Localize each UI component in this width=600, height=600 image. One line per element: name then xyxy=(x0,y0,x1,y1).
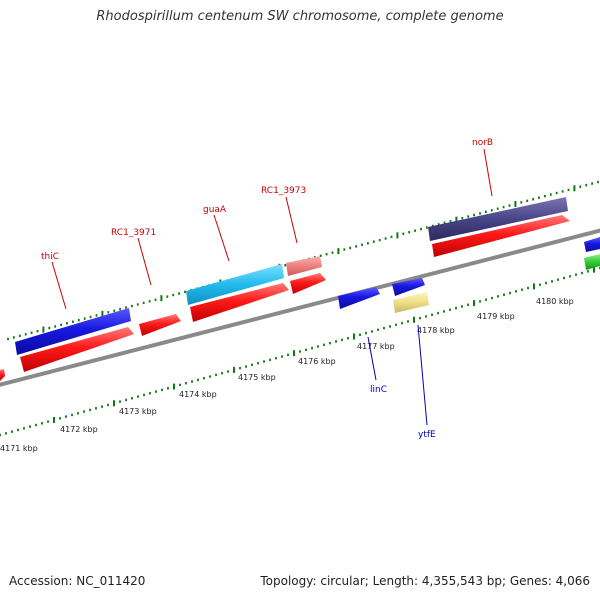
label-leaders-top xyxy=(51,148,493,310)
gene-labels: thiC RC1_3971 guaA RC1_3973 norB linC yt… xyxy=(41,138,493,440)
gene-guaA[interactable] xyxy=(186,264,284,305)
gene-label-RC1_3973[interactable]: RC1_3973 xyxy=(261,186,306,196)
kbp-label: 4177 kbp xyxy=(357,342,395,351)
lower-tick-track xyxy=(0,266,600,437)
cds-arrow[interactable] xyxy=(139,314,181,336)
kbp-label: 4173 kbp xyxy=(119,407,157,416)
cds-arrow[interactable] xyxy=(190,283,289,322)
kbp-label: 4180 kbp xyxy=(536,297,574,306)
cds-track xyxy=(0,215,570,381)
kbp-label: 4172 kbp xyxy=(60,425,98,434)
accession-text: Accession: NC_011420 xyxy=(9,574,146,588)
genome-backbone xyxy=(0,228,600,387)
kbp-label: 4178 kbp xyxy=(417,326,455,335)
map-title: Rhodospirillum centenum SW chromosome, c… xyxy=(96,9,504,24)
label-leaders-bottom xyxy=(367,324,428,426)
gene-label-guaA[interactable]: guaA xyxy=(203,205,227,215)
gene-norB[interactable] xyxy=(428,197,568,241)
gene-track-inner xyxy=(338,278,429,313)
gene-linC[interactable] xyxy=(338,287,380,309)
gene-label-RC1_3971[interactable]: RC1_3971 xyxy=(111,228,156,238)
genome-summary-text: Topology: circular; Length: 4,355,543 bp… xyxy=(260,574,590,588)
gene-RC1_3973[interactable] xyxy=(286,256,322,276)
kbp-label: 4175 kbp xyxy=(238,373,276,382)
kbp-label: 4179 kbp xyxy=(477,312,515,321)
gene-label-ytfE[interactable]: ytfE xyxy=(418,430,436,440)
gene-partial-right[interactable] xyxy=(584,237,600,252)
gene-ytfE[interactable] xyxy=(393,292,429,313)
kbp-label: 4174 kbp xyxy=(179,390,217,399)
kbp-label: 4171 kbp xyxy=(0,444,38,453)
kbp-label: 4176 kbp xyxy=(298,357,336,366)
kbp-scale: 4171 kbp 4172 kbp 4173 kbp 4174 kbp 4175… xyxy=(0,297,574,453)
gene-label-thiC[interactable]: thiC xyxy=(41,252,59,262)
gene-partial-right-green[interactable] xyxy=(584,254,600,270)
gene-label-linC[interactable]: linC xyxy=(370,385,387,395)
cds-arrow-partial[interactable] xyxy=(0,369,5,381)
gene-track-outer xyxy=(15,197,600,355)
cds-arrow[interactable] xyxy=(20,327,134,372)
gene-ytfE-neighbor[interactable] xyxy=(392,278,425,296)
gene-label-norB[interactable]: norB xyxy=(472,138,493,148)
cds-arrow[interactable] xyxy=(290,273,326,294)
cds-arrow[interactable] xyxy=(432,215,570,257)
gene-thiC[interactable] xyxy=(15,308,131,355)
